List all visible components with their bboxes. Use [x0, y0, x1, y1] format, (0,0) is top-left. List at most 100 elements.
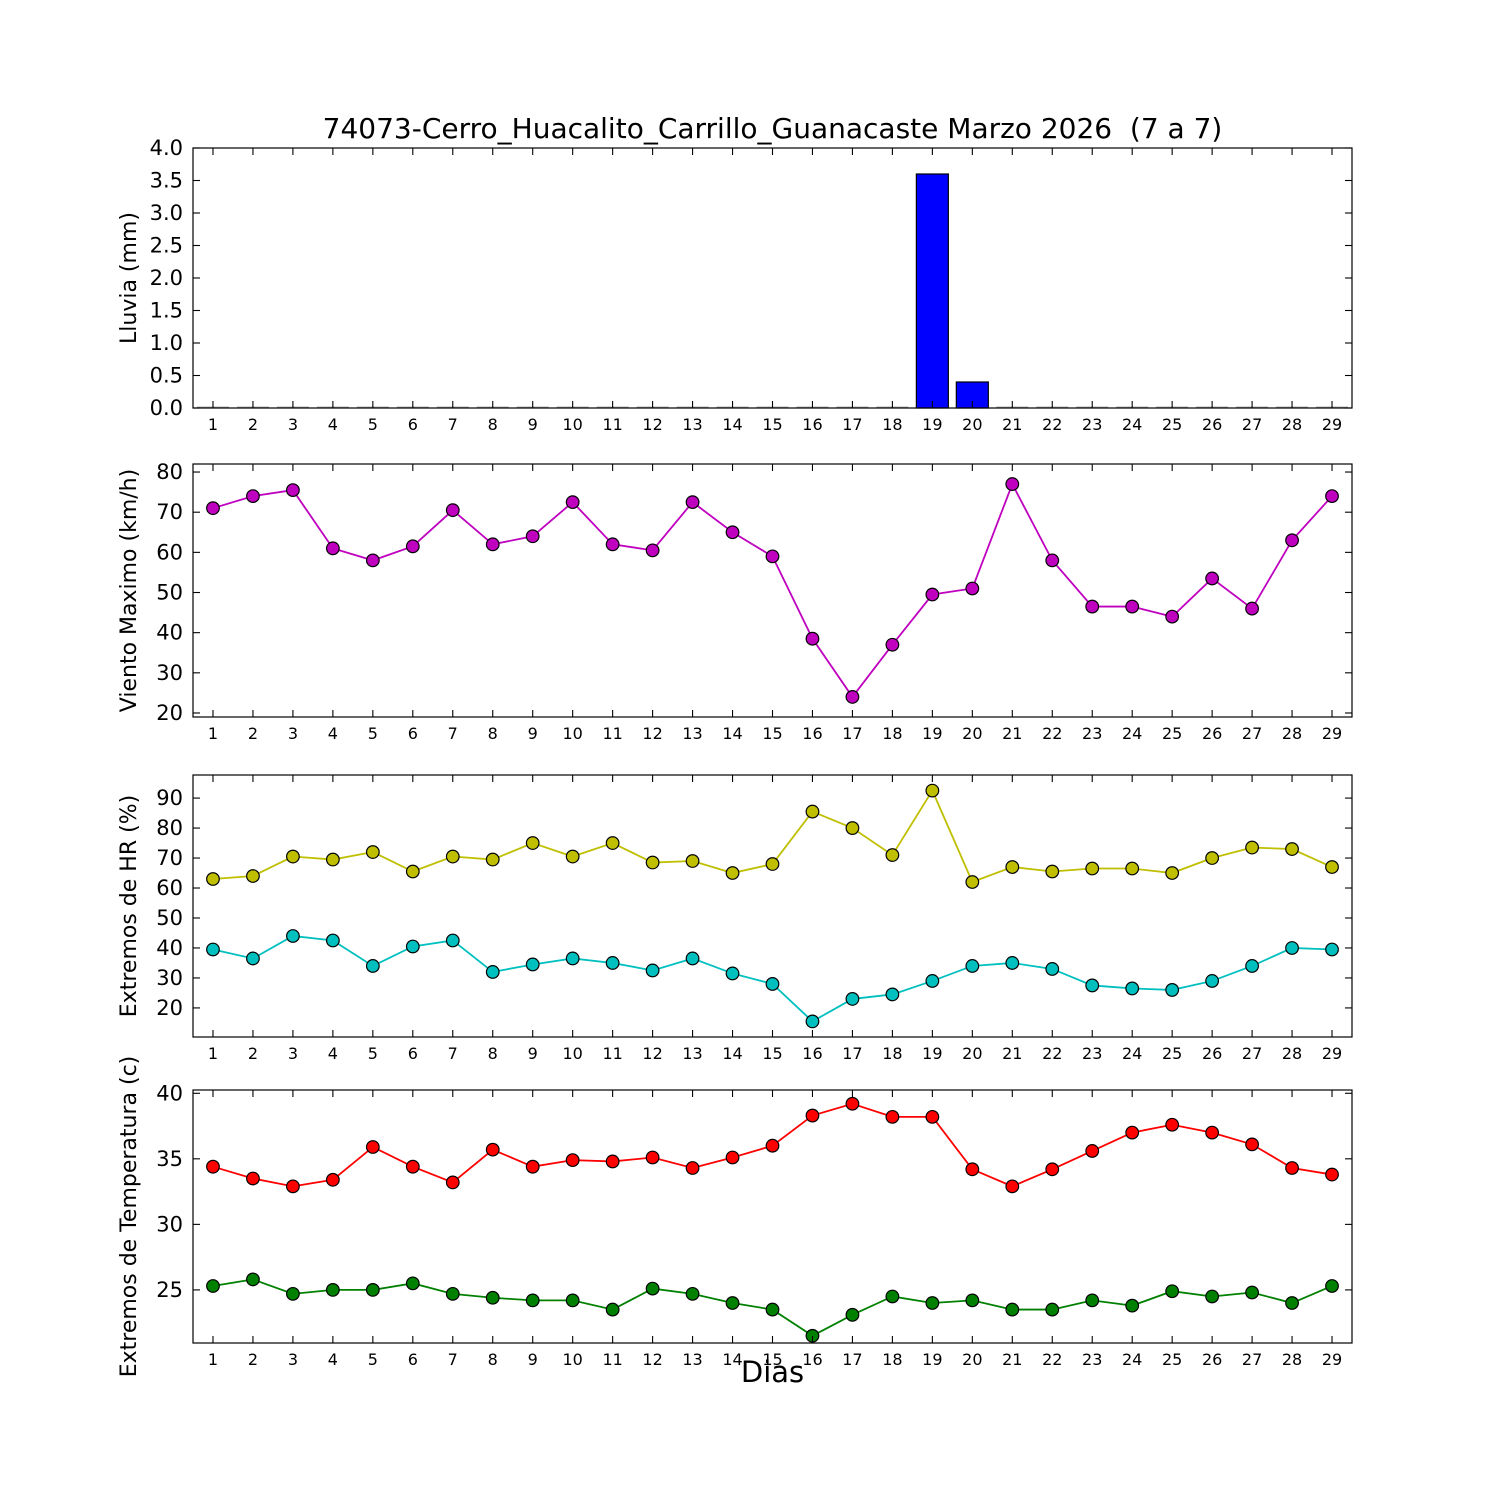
x-tick-label: 3 [288, 724, 298, 743]
x-tick-label: 18 [882, 415, 902, 434]
axes-frame [192, 1089, 1353, 1344]
x-tick-label: 4 [328, 415, 338, 434]
data-point-hr_maxima [206, 872, 220, 886]
data-point-temperatura_minima [206, 1279, 220, 1293]
x-tick-label: 20 [962, 415, 982, 434]
data-point-hr_maxima [645, 855, 660, 870]
x-tick-label: 12 [642, 1044, 662, 1063]
y-axis-label-extremos-hr: Extremos de HR (%) [117, 795, 142, 1017]
data-point-hr_minima [1165, 983, 1180, 997]
x-tick-label: 27 [1242, 1350, 1262, 1369]
x-tick-label: 23 [1082, 1044, 1102, 1063]
data-point-viento_maximo [525, 529, 540, 544]
axes-frame [192, 463, 1353, 718]
x-tick-label: 11 [602, 1044, 622, 1063]
data-point-temperatura_minima [1045, 1302, 1060, 1317]
x-tick-label: 5 [368, 1350, 378, 1369]
y-tick-label: 4.0 [150, 136, 183, 160]
data-point-hr_minima [405, 939, 420, 954]
data-point-temperatura_minima [365, 1283, 380, 1297]
x-tick-label: 6 [408, 1044, 418, 1063]
data-point-temperatura_maxima [525, 1159, 540, 1174]
x-tick-label: 21 [1002, 1044, 1022, 1063]
data-point-hr_maxima [1205, 851, 1220, 865]
data-point-temperatura_minima [325, 1283, 340, 1297]
x-tick-label: 15 [762, 415, 782, 434]
x-axis-title: Dias [740, 1355, 805, 1389]
x-tick-label: 13 [682, 415, 702, 434]
y-tick-label: 60 [156, 540, 183, 564]
data-point-viento_maximo [445, 503, 460, 518]
x-tick-label: 13 [682, 724, 702, 743]
plot-area [193, 464, 1352, 717]
data-point-viento_maximo [645, 543, 660, 558]
data-point-temperatura_maxima [485, 1142, 500, 1157]
x-tick-label: 4 [328, 1044, 338, 1063]
x-tick-label: 29 [1322, 1044, 1342, 1063]
data-point-viento_maximo [1285, 533, 1299, 548]
x-tick-label: 9 [528, 415, 538, 434]
data-point-hr_maxima [1045, 864, 1060, 879]
data-point-hr_maxima [805, 804, 820, 819]
data-point-temperatura_maxima [325, 1172, 340, 1187]
plot-area [193, 775, 1352, 1037]
x-tick-label: 5 [368, 1044, 378, 1063]
data-point-hr_maxima [565, 849, 580, 864]
x-tick-label: 19 [922, 1350, 942, 1369]
data-point-hr_minima [645, 963, 660, 978]
x-tick-label: 6 [408, 415, 418, 434]
x-tick-label: 23 [1082, 1350, 1102, 1369]
x-tick-label: 12 [642, 415, 662, 434]
data-point-hr_minima [1205, 974, 1220, 988]
x-tick-label: 1 [208, 415, 218, 434]
x-tick-label: 16 [802, 415, 822, 434]
y-tick-label: 50 [156, 581, 183, 605]
data-point-viento_maximo [405, 539, 420, 554]
data-point-temperatura_maxima [365, 1140, 380, 1154]
x-tick-label: 15 [762, 724, 782, 743]
data-point-viento_maximo [1125, 599, 1140, 614]
x-tick-label: 2 [248, 1044, 258, 1063]
x-tick-label: 1 [208, 724, 218, 743]
data-point-hr_minima [485, 965, 500, 979]
data-point-temperatura_maxima [725, 1150, 740, 1165]
data-point-hr_maxima [1165, 866, 1180, 880]
data-point-viento_maximo [1045, 553, 1060, 568]
data-point-temperatura_maxima [206, 1159, 220, 1174]
data-point-temperatura_minima [605, 1302, 620, 1317]
data-point-temperatura_maxima [1325, 1167, 1339, 1182]
x-tick-label: 26 [1202, 1044, 1222, 1063]
data-point-hr_minima [845, 992, 860, 1006]
data-point-temperatura_maxima [1245, 1137, 1259, 1152]
data-point-viento_maximo [1245, 601, 1259, 616]
data-point-temperatura_minima [1125, 1298, 1140, 1313]
x-tick-label: 29 [1322, 724, 1342, 743]
data-point-hr_minima [445, 933, 460, 948]
data-point-hr_maxima [445, 849, 460, 864]
x-tick-label: 3 [288, 1044, 298, 1063]
data-point-temperatura_maxima [1005, 1179, 1020, 1194]
data-point-temperatura_minima [1165, 1284, 1180, 1299]
x-tick-label: 25 [1162, 1350, 1182, 1369]
data-point-hr_minima [206, 942, 220, 957]
data-point-hr_minima [725, 966, 740, 981]
x-tick-label: 14 [722, 1044, 742, 1063]
data-point-temperatura_minima [1285, 1296, 1299, 1310]
data-point-hr_minima [1125, 981, 1140, 996]
data-point-viento_maximo [1005, 477, 1020, 491]
x-tick-label: 3 [288, 415, 298, 434]
data-point-temperatura_maxima [1125, 1125, 1140, 1140]
data-point-viento_maximo [206, 501, 220, 516]
x-tick-label: 12 [642, 724, 662, 743]
data-point-hr_minima [286, 929, 300, 943]
x-tick-label: 7 [448, 1350, 458, 1369]
x-tick-label: 4 [328, 724, 338, 743]
data-point-temperatura_maxima [885, 1109, 900, 1124]
data-point-hr_minima [765, 977, 780, 991]
data-point-hr_minima [365, 959, 380, 973]
data-point-temperatura_maxima [405, 1159, 420, 1174]
data-point-temperatura_minima [485, 1290, 500, 1305]
data-point-viento_maximo [925, 587, 940, 602]
data-point-hr_minima [1005, 956, 1020, 970]
x-tick-label: 24 [1122, 415, 1142, 434]
